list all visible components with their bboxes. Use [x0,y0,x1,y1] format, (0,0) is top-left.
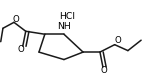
Text: O: O [18,45,25,54]
Text: NH: NH [57,22,71,31]
Text: O: O [101,66,108,75]
Text: HCl: HCl [59,12,75,21]
Text: O: O [12,15,19,24]
Text: O: O [115,36,122,45]
